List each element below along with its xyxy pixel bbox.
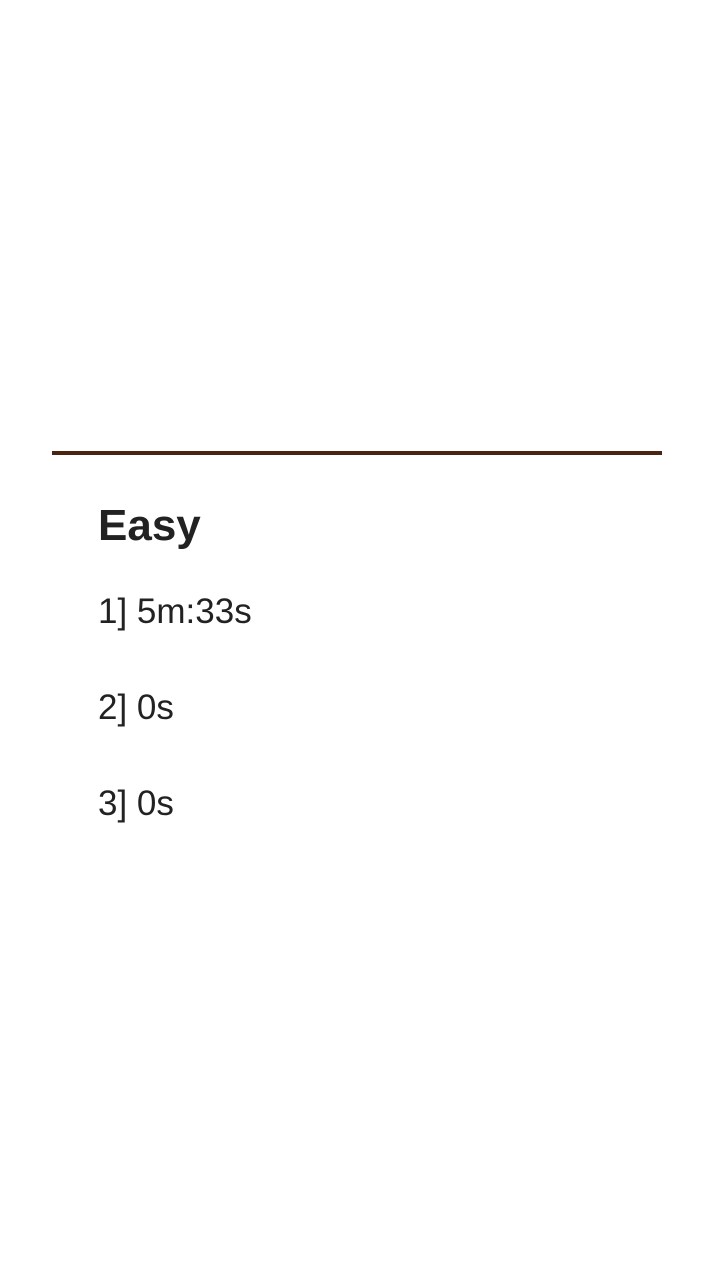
header-divider <box>52 451 662 455</box>
score-list: 1] 5m:33s 2] 0s 3] 0s <box>98 590 658 826</box>
score-entry-1: 1] 5m:33s <box>98 592 252 631</box>
score-entry-2: 2] 0s <box>98 688 174 727</box>
score-entry-3: 3] 0s <box>98 784 174 823</box>
difficulty-title: Easy <box>98 501 201 550</box>
scores-panel: Easy 1] 5m:33s 2] 0s 3] 0s <box>98 498 658 878</box>
